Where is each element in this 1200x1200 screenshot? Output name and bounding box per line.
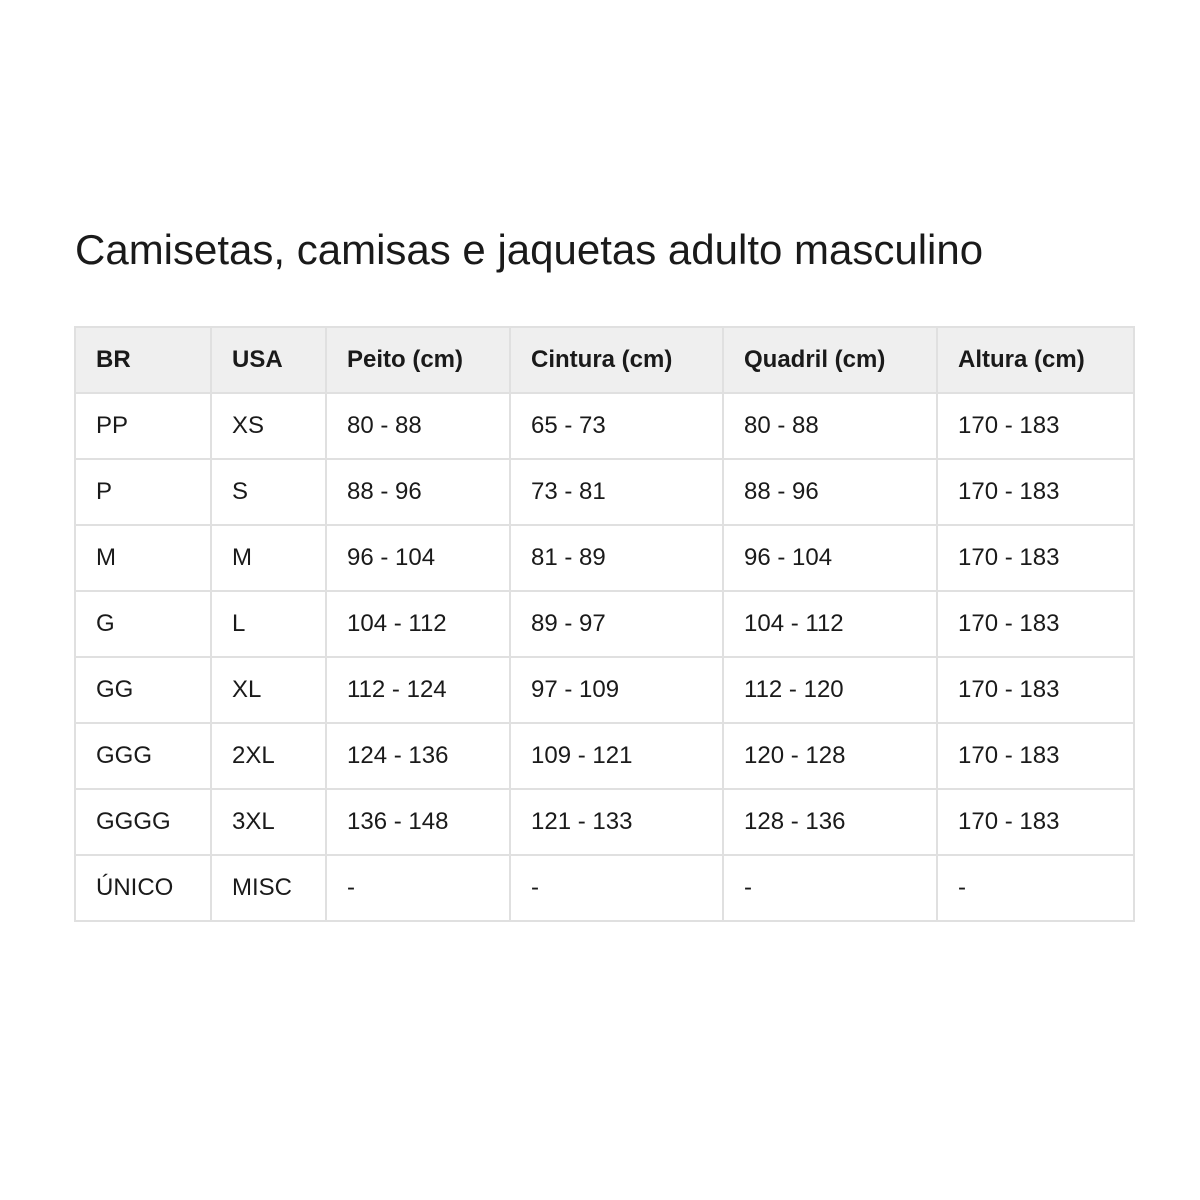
table-cell: L — [210, 590, 327, 658]
table-cell: - — [722, 854, 938, 922]
table-cell: XS — [210, 392, 327, 460]
table-cell: 170 - 183 — [936, 656, 1135, 724]
table-cell: G — [74, 590, 212, 658]
table-row: M M 96 - 104 81 - 89 96 - 104 170 - 183 — [74, 524, 1135, 592]
table-cell: MISC — [210, 854, 327, 922]
table-cell: 112 - 124 — [325, 656, 511, 724]
header-altura: Altura (cm) — [936, 326, 1135, 394]
table-cell: 2XL — [210, 722, 327, 790]
header-br: BR — [74, 326, 212, 394]
table-cell: GGGG — [74, 788, 212, 856]
table-cell: 120 - 128 — [722, 722, 938, 790]
table-cell: 89 - 97 — [509, 590, 724, 658]
table-row: G L 104 - 112 89 - 97 104 - 112 170 - 183 — [74, 590, 1135, 658]
page-title: Camisetas, camisas e jaquetas adulto mas… — [75, 226, 984, 273]
table-cell: 97 - 109 — [509, 656, 724, 724]
table-cell: 96 - 104 — [722, 524, 938, 592]
table-cell: 73 - 81 — [509, 458, 724, 526]
size-chart-table: BR USA Peito (cm) Cintura (cm) Quadril (cm) A… — [74, 326, 1135, 922]
table-cell: 124 - 136 — [325, 722, 511, 790]
table-cell: GG — [74, 656, 212, 724]
header-peito: Peito (cm) — [325, 326, 511, 394]
table-cell: 80 - 88 — [325, 392, 511, 460]
table-cell: 170 - 183 — [936, 458, 1135, 526]
table-cell: - — [509, 854, 724, 922]
table-row: GGGG 3XL 136 - 148 121 - 133 128 - 136 170 - … — [74, 788, 1135, 856]
table-cell: S — [210, 458, 327, 526]
table-cell: 104 - 112 — [325, 590, 511, 658]
table-cell: 112 - 120 — [722, 656, 938, 724]
table-cell: P — [74, 458, 212, 526]
table-cell: 88 - 96 — [325, 458, 511, 526]
header-row: BR USA Peito (cm) Cintura (cm) Quadril (cm) A… — [74, 326, 1135, 394]
table-cell: 88 - 96 — [722, 458, 938, 526]
header-cintura: Cintura (cm) — [509, 326, 724, 394]
table-cell: - — [325, 854, 511, 922]
table-row: GG XL 112 - 124 97 - 109 112 - 120 170 - 183 — [74, 656, 1135, 724]
table-cell: 3XL — [210, 788, 327, 856]
table-cell: 136 - 148 — [325, 788, 511, 856]
table-cell: 170 - 183 — [936, 392, 1135, 460]
table-cell: 170 - 183 — [936, 590, 1135, 658]
header-usa: USA — [210, 326, 327, 394]
table-row: P S 88 - 96 73 - 81 88 - 96 170 - 183 — [74, 458, 1135, 526]
table-cell: M — [210, 524, 327, 592]
table-cell: XL — [210, 656, 327, 724]
table-row: PP XS 80 - 88 65 - 73 80 - 88 170 - 183 — [74, 392, 1135, 460]
table-cell: - — [936, 854, 1135, 922]
table-row: ÚNICO MISC - - - - — [74, 854, 1135, 922]
table-row: GGG 2XL 124 - 136 109 - 121 120 - 128 170 - 1… — [74, 722, 1135, 790]
table-cell: M — [74, 524, 212, 592]
header-quadril: Quadril (cm) — [722, 326, 938, 394]
table-cell: 65 - 73 — [509, 392, 724, 460]
table-cell: 109 - 121 — [509, 722, 724, 790]
table-cell: 80 - 88 — [722, 392, 938, 460]
table-cell: 170 - 183 — [936, 524, 1135, 592]
table-cell: 121 - 133 — [509, 788, 724, 856]
table-cell: 104 - 112 — [722, 590, 938, 658]
table-cell: 170 - 183 — [936, 788, 1135, 856]
table-cell: 81 - 89 — [509, 524, 724, 592]
table-cell: 170 - 183 — [936, 722, 1135, 790]
table-cell: 96 - 104 — [325, 524, 511, 592]
table-cell: GGG — [74, 722, 212, 790]
table-cell: 128 - 136 — [722, 788, 938, 856]
table-cell: PP — [74, 392, 212, 460]
table-cell: ÚNICO — [74, 854, 212, 922]
